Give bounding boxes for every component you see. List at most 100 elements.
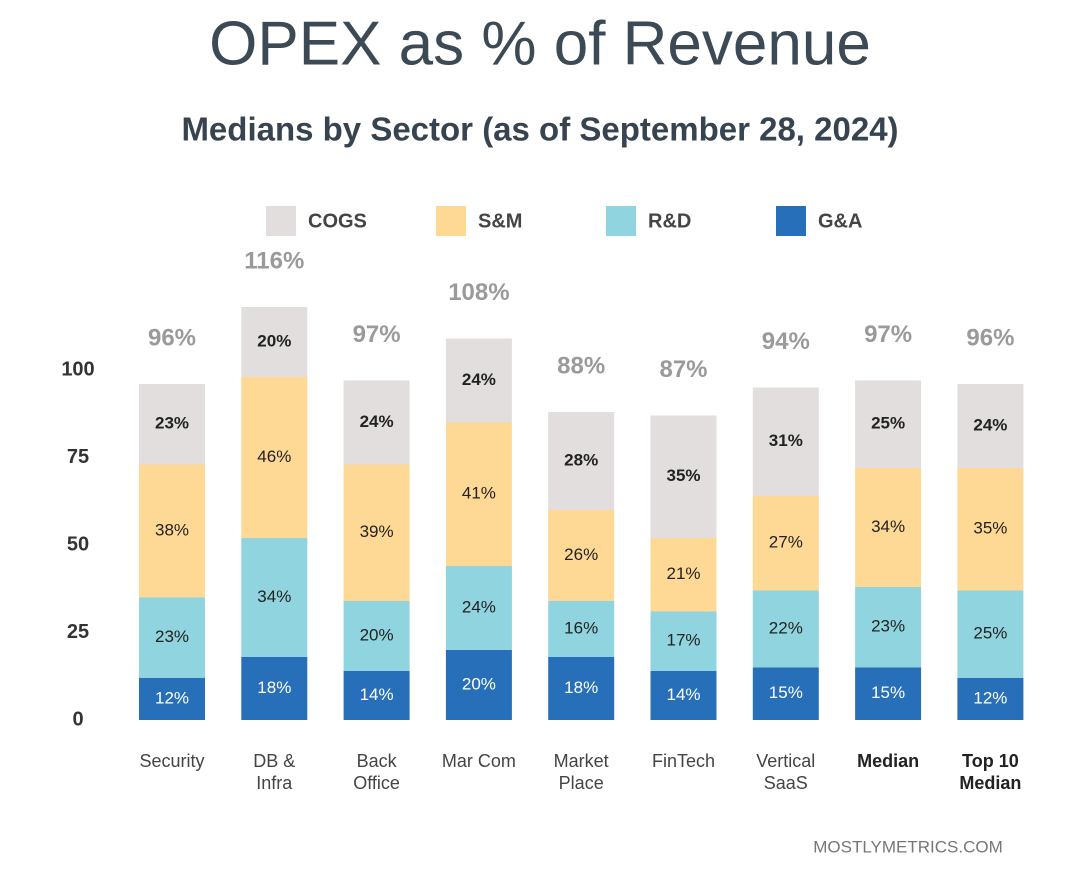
x-tick-label: Median [857,751,920,771]
segment-label: 31% [769,431,803,450]
bar-segment [445,650,512,720]
segment-label: 20% [360,625,394,644]
segment-label: 27% [769,533,803,552]
x-tick-label: Security [139,751,205,771]
segment-label: 15% [769,683,803,702]
segment-label: 12% [973,688,1007,707]
segment-label: 39% [360,522,394,541]
bar-segment [957,468,1024,591]
segment-label: 35% [666,466,700,485]
bar-segment [752,496,819,591]
bar-segment [445,422,512,566]
legend-label: S&M [478,210,522,232]
segment-label: 23% [155,414,189,433]
bar-segment [650,671,717,720]
bar-segment [957,384,1024,468]
total-label: 96% [148,324,196,351]
segment-label: 15% [871,683,905,702]
bar-segment [752,667,819,720]
bar-segment [241,377,308,538]
y-tick-label: 100 [61,358,94,380]
legend-swatch [266,206,296,236]
segment-label: 28% [564,450,598,469]
segment-label: 25% [973,624,1007,643]
source: MOSTLYMETRICS.COM [813,837,1003,856]
total-label: 116% [244,247,304,274]
segment-label: 23% [871,617,905,636]
bar-segment [650,415,717,538]
x-tick-label: Vertical SaaS [756,751,816,793]
segment-label: 24% [462,597,496,616]
total-label: 108% [448,279,509,306]
bar-segment [139,678,205,720]
bar-segment [241,538,308,657]
x-tick-label: Market Place [553,751,609,793]
segment-label: 14% [666,685,700,704]
y-tick-label: 50 [67,533,89,555]
bar-segment [241,307,308,377]
bar-segment [957,678,1024,720]
total-label: 94% [762,328,810,355]
total-label: 96% [966,324,1014,351]
segment-label: 24% [360,412,394,431]
bar-segment [139,464,205,598]
bar-segment [548,657,615,720]
segment-label: 24% [462,370,496,389]
x-tick-label: Back Office [353,751,400,793]
total-label: 88% [557,352,605,379]
x-tick-label: Mar Com [441,751,516,771]
bar-segment [650,611,717,671]
segment-label: 12% [155,688,189,707]
bar-segment [752,590,819,668]
bar-segment [548,510,615,601]
bar-segment [855,468,922,587]
legend-swatch [436,206,466,236]
bar-segment [343,464,410,601]
bar-segment [343,601,410,671]
total-label: 97% [353,321,401,348]
segment-label: 22% [769,618,803,637]
segment-label: 14% [360,685,394,704]
y-tick-label: 25 [67,621,89,643]
segment-label: 23% [155,627,189,646]
x-tick-label: Top 10 Median [959,751,1022,793]
segment-label: 21% [666,564,700,583]
bar-segment [650,538,717,612]
bar-segment [445,338,512,423]
total-label: 87% [659,356,707,383]
bar-segment [343,671,410,720]
segment-label: 41% [462,484,496,503]
legend-label: R&D [648,210,691,232]
bar-segment [241,657,308,720]
chart-subtitle: Medians by Sector (as of September 28, 2… [181,111,898,148]
legend-label: COGS [308,210,367,232]
segment-label: 20% [462,674,496,693]
legend-swatch [776,206,806,236]
bar-segment [139,597,205,678]
bar-segment [752,387,819,496]
segment-label: 20% [257,331,291,350]
x-tick-label: FinTech [651,751,716,771]
segment-label: 18% [257,678,291,697]
segment-label: 46% [257,447,291,466]
total-label: 97% [864,321,912,348]
segment-label: 24% [973,415,1007,434]
bar-segment [548,601,615,657]
segment-label: 16% [564,618,598,637]
y-tick-label: 75 [67,446,89,468]
legend-label: G&A [818,210,862,232]
bar-segment [343,380,410,465]
bar-segment [855,587,922,668]
bar-segment [139,384,205,465]
segment-label: 34% [257,587,291,606]
chart-title: OPEX as % of Revenue [209,9,871,78]
segment-label: 38% [155,520,189,539]
segment-label: 25% [871,414,905,433]
y-tick-label: 0 [72,708,83,730]
x-tick-label: DB & Infra [253,751,296,793]
segment-label: 34% [871,517,905,536]
legend-swatch [606,206,636,236]
segment-label: 17% [666,631,700,650]
